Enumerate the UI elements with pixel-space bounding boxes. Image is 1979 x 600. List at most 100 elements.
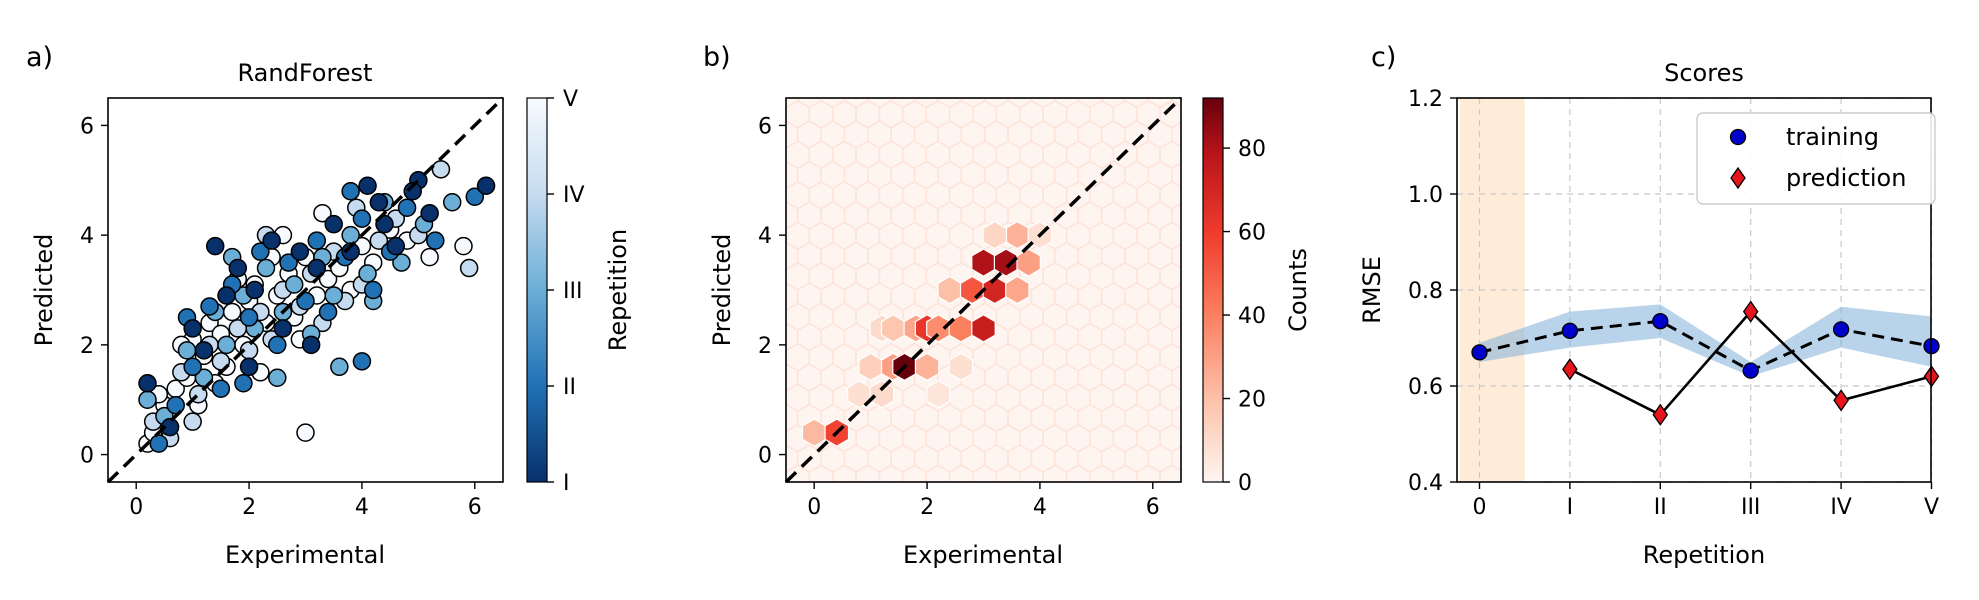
panel-c: Scores 0 I II III IV V0.40.60.81.01.2 Repetit… [1358,59,1940,569]
scatter-point [251,242,270,261]
scatter-point [245,280,264,300]
hexbin-empty-cell [868,486,891,513]
panel-c-title: Scores [1664,59,1744,87]
hexbin-empty-cell [1171,121,1181,148]
legend-training-label: training [1786,123,1879,151]
scatter-point [194,341,214,360]
panel-b-colorbar-label: Counts [1284,248,1312,332]
scatter-point [341,182,360,201]
hexbin-cell [948,352,974,381]
y-tick-label: 0.6 [1408,375,1443,400]
training-point [1742,362,1759,379]
scatter-point [363,280,383,300]
hexbin-empty-cell [845,486,868,513]
hexbin-cell [869,380,895,409]
hexbin-empty-cell [1089,464,1115,482]
scatter-point [211,379,231,398]
hexbin-empty-cell [1065,464,1091,482]
scatter-point [330,357,349,377]
panel-b-frame [785,97,1182,483]
scatter-point [217,286,236,305]
panel-b-ylabel: Predicted [708,234,736,347]
hexbin-empty-cell [995,464,1021,482]
hexbin-empty-cell [938,486,961,513]
panel-c-xlabel: Repetition [1643,541,1765,569]
scatter-point [262,231,281,250]
x-tick-label: 0 [129,495,143,520]
legend-prediction-label: prediction [1786,164,1906,192]
panel-a-ylabel: Predicted [30,234,58,347]
panel-b-identity-line [784,96,1183,484]
scatter-point [313,203,332,223]
hexbin-cell [982,220,1008,250]
scatter-point [426,231,445,250]
colorbar-tick-label: I [563,471,570,496]
scatter-point [324,214,343,234]
hexbin-cell [1016,248,1041,277]
hexbin-empty-cell [948,464,974,482]
scatter-point [307,231,327,250]
x-tick-label: 2 [242,495,256,520]
scatter-point [307,258,327,278]
training-point [1561,322,1579,339]
hexbin-empty-cell [972,464,998,482]
scatter-point [211,352,231,371]
scatter-point [268,335,287,355]
scatter-point [234,374,253,393]
hexbin-empty-cell [1171,283,1181,310]
scatter-point [476,176,496,196]
y-tick-label: 0.8 [1408,279,1443,304]
scatter-point [403,182,422,201]
x-tick-label: 6 [1146,495,1160,520]
hexbin-empty-cell [786,268,787,284]
scatter-point [369,192,389,212]
prediction-point [1562,358,1578,381]
hexbin-empty-cell [1171,243,1181,269]
scatter-point [268,368,287,388]
training-point [1471,344,1488,361]
training-point [1652,313,1669,330]
hexbin-empty-cell [786,187,787,203]
x-tick-label: 2 [920,495,934,520]
scatter-point [358,264,377,283]
scatter-point [183,319,202,338]
hexbin-empty-cell [1159,464,1181,482]
scatter-point [222,302,242,322]
scatter-point [166,395,185,415]
legend-box [1696,112,1936,205]
x-tick-label: 0 [807,495,821,520]
x-tick-label: IV [1830,495,1852,520]
scatter-point [386,236,406,256]
panel-a-colorbar [526,97,548,483]
y-tick-label: 4 [758,224,772,249]
hexbin-empty-cell [902,464,928,482]
panel-a-title: RandForest [238,59,373,87]
hexbin-empty-cell [786,147,787,163]
scatter-point [183,357,202,377]
colorbar-tick-label: 20 [1238,388,1266,413]
hexbin-empty-cell [1171,202,1181,229]
hexbin-empty-cell [1042,464,1068,482]
prediction-point [1652,403,1669,426]
scatter-point [177,341,197,360]
panel-c-legend: training prediction [1696,112,1936,205]
hexbin-empty-cell [786,471,787,482]
legend-training-marker [1729,128,1747,146]
hexbin-empty-cell [1135,464,1161,482]
x-tick-label: II [1654,495,1667,520]
colorbar-tick-label: V [563,87,578,112]
colorbar-tick-label: 60 [1238,221,1266,246]
scatter-point [420,203,439,223]
scatter-point [138,390,157,409]
training-band [1479,304,1932,377]
scatter-point [431,160,451,179]
colorbar-tick-label: 0 [1238,471,1252,496]
scatter-point [256,258,276,278]
colorbar-tick-label: II [563,375,576,400]
scatter-point [454,236,473,256]
scatter-point [341,225,360,245]
x-tick-label: V [1924,495,1939,520]
x-tick-label: 4 [1033,495,1047,520]
